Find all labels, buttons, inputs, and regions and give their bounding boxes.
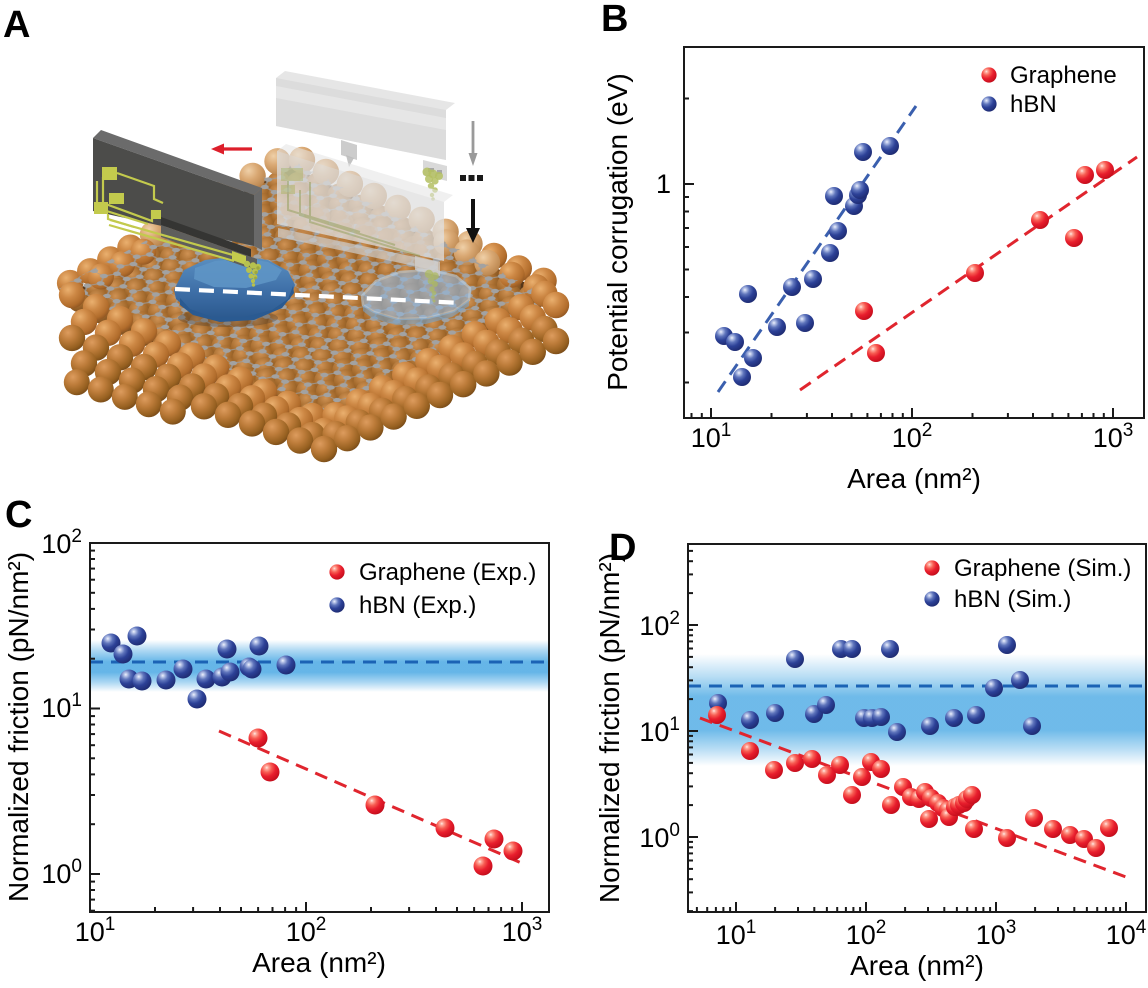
svg-text:Area (nm²): Area (nm²) [847, 463, 981, 494]
svg-text:hBN (Sim.): hBN (Sim.) [954, 586, 1071, 613]
svg-text:Normalized friction (pN/nm²): Normalized friction (pN/nm²) [3, 552, 34, 902]
svg-text:102: 102 [41, 526, 82, 559]
svg-text:Normalized friction (pN/nm²): Normalized friction (pN/nm²) [594, 553, 625, 903]
svg-text:Area (nm²): Area (nm²) [850, 950, 984, 981]
svg-text:hBN (Exp.): hBN (Exp.) [359, 592, 476, 619]
svg-text:Graphene: Graphene [1010, 62, 1117, 89]
svg-text:Graphene (Sim.): Graphene (Sim.) [954, 555, 1131, 582]
svg-text:B: B [601, 0, 628, 40]
svg-text:D: D [609, 527, 636, 569]
svg-text:Area (nm²): Area (nm²) [252, 947, 386, 978]
svg-text:1: 1 [656, 169, 671, 199]
svg-text:Potential corrugation (eV): Potential corrugation (eV) [602, 73, 633, 391]
svg-text:A: A [3, 4, 30, 46]
svg-text:C: C [5, 494, 32, 536]
svg-text:103: 103 [976, 917, 1017, 950]
svg-text:Graphene (Exp.): Graphene (Exp.) [359, 559, 536, 586]
svg-text:hBN: hBN [1010, 91, 1057, 118]
